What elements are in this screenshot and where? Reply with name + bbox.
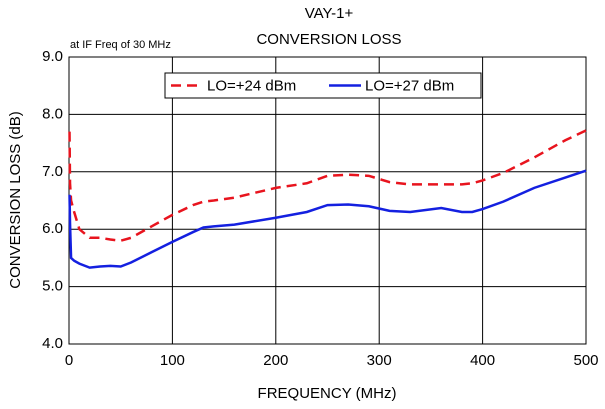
x-tick-label: 300 [367,352,392,369]
y-tick-label: 4.0 [42,335,63,352]
y-axis-label: CONVERSION LOSS (dB) [7,111,24,289]
series-line [68,129,587,242]
annotation: at IF Freq of 30 MHz [70,39,171,51]
x-axis-label: FREQUENCY (MHz) [258,385,397,402]
x-tick-label: 0 [65,352,73,369]
y-tick-label: 6.0 [42,220,63,237]
x-tick-label: 500 [573,352,598,369]
chart-title: VAY-1+ [305,5,354,22]
legend-label: LO=+27 dBm [365,77,454,94]
series-line [68,169,587,269]
x-tick-label: 200 [263,352,288,369]
y-tick-label: 8.0 [42,105,63,122]
x-tick-label: 400 [470,352,495,369]
y-tick-label: 5.0 [42,278,63,295]
y-tick-label: 7.0 [42,163,63,180]
legend-label: LO=+24 dBm [207,77,296,94]
chart-subtitle: CONVERSION LOSS [256,31,401,48]
y-tick-label: 9.0 [42,48,63,65]
legend-box [164,72,482,99]
x-tick-label: 100 [160,352,185,369]
